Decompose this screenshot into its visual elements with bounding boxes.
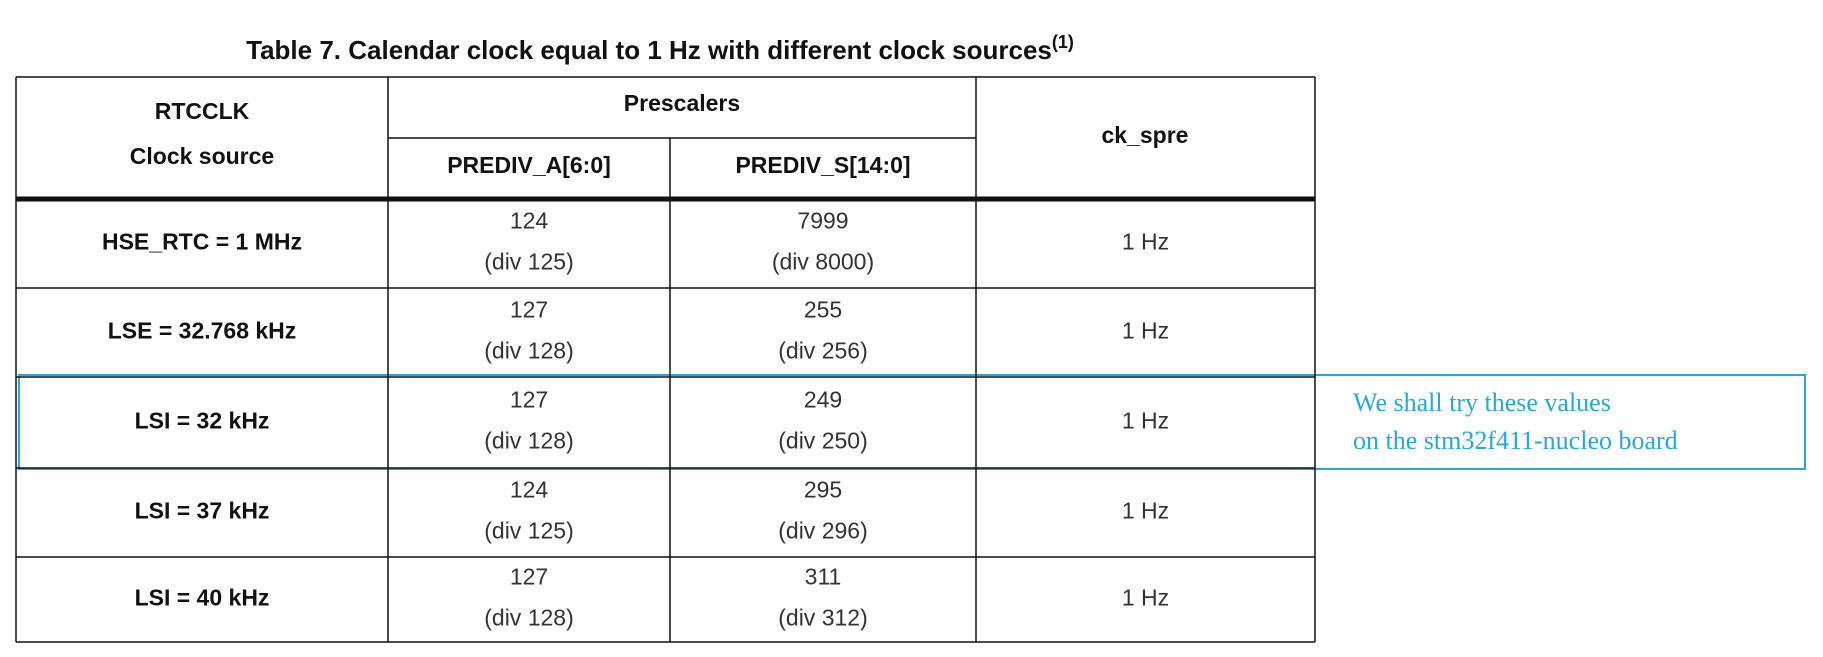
cell-div: (div 8000)	[772, 249, 874, 275]
cell-div: (div 128)	[484, 605, 573, 631]
cell-value: 124	[510, 477, 549, 503]
header-cell: Prescalers	[624, 90, 740, 116]
annotation: on the stm32f411-nucleo board	[1353, 426, 1678, 455]
title-note: (1)	[1052, 32, 1074, 52]
cell-value: 249	[804, 387, 842, 413]
table-title: Table 7. Calendar clock equal to 1 Hz wi…	[246, 32, 1074, 65]
cell-div: (div 296)	[778, 518, 867, 544]
cell-div: (div 128)	[484, 428, 573, 454]
highlight-box	[18, 374, 1806, 470]
header-cell: PREDIV_S[14:0]	[735, 152, 910, 178]
cell-value: 127	[510, 297, 548, 323]
cell-value: 7999	[797, 208, 848, 234]
cell-output: 1 Hz	[1122, 408, 1169, 434]
cell-value: 295	[804, 477, 842, 503]
cell-value: 127	[510, 387, 548, 413]
cell-value: 255	[804, 297, 842, 323]
cell-value: 124	[510, 208, 549, 234]
cell-div: (div 125)	[484, 249, 573, 275]
row-source: HSE_RTC = 1 MHz	[102, 229, 302, 255]
cell-output: 1 Hz	[1122, 585, 1169, 611]
cell-div: (div 125)	[484, 518, 573, 544]
cell-output: 1 Hz	[1122, 229, 1169, 255]
header-cell: PREDIV_A[6:0]	[447, 152, 611, 178]
row-source: LSI = 40 kHz	[135, 585, 270, 611]
cell-div: (div 250)	[778, 428, 867, 454]
header-cell: ck_spre	[1102, 122, 1189, 148]
cell-output: 1 Hz	[1122, 498, 1169, 524]
annotation: We shall try these values	[1353, 388, 1611, 417]
cell-div: (div 256)	[778, 338, 867, 364]
row-source: LSI = 32 kHz	[135, 408, 270, 434]
header-cell: RTCCLK	[155, 98, 250, 124]
row-source: LSE = 32.768 kHz	[108, 318, 297, 344]
cell-div: (div 312)	[778, 605, 867, 631]
header-cell: Clock source	[130, 143, 274, 169]
row-source: LSI = 37 kHz	[135, 498, 270, 524]
cell-div: (div 128)	[484, 338, 573, 364]
cell-output: 1 Hz	[1122, 318, 1169, 344]
cell-value: 127	[510, 564, 548, 590]
cell-value: 311	[805, 564, 842, 590]
title-text: Table 7. Calendar clock equal to 1 Hz wi…	[246, 35, 1052, 65]
